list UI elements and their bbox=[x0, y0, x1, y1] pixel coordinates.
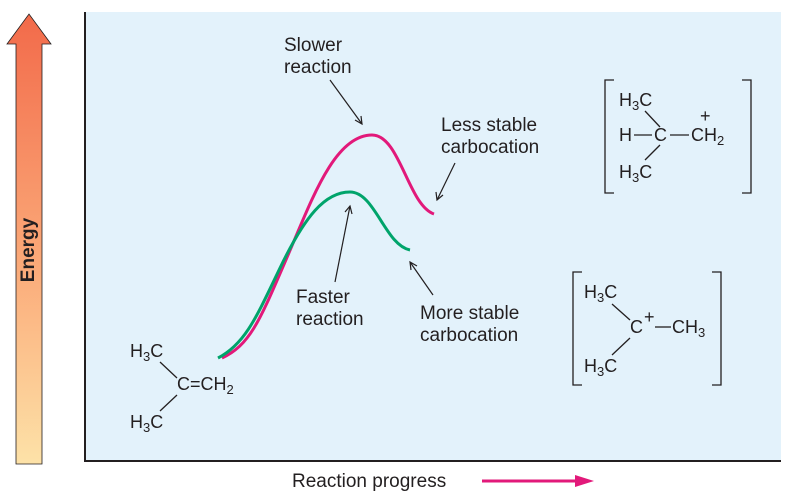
x-axis-label: Reaction progress bbox=[292, 471, 446, 492]
alkene-right-group: CH2 bbox=[201, 374, 234, 397]
svg-text:H3C: H3C bbox=[584, 282, 617, 305]
tertiary-top-group: H3C bbox=[584, 282, 617, 305]
less-stable-label-line2: carbocation bbox=[441, 137, 539, 158]
tertiary-bottom-group: H3C bbox=[584, 356, 617, 379]
svg-text:H3C: H3C bbox=[130, 412, 163, 435]
primary-bottom-group: H3C bbox=[619, 162, 652, 185]
svg-text:C=CH2: C=CH2 bbox=[177, 374, 234, 397]
faster-reaction-curve bbox=[217, 190, 411, 360]
y-axis-label: Energy bbox=[18, 217, 39, 282]
slower-reaction-curve bbox=[221, 133, 435, 360]
primary-charge: + bbox=[700, 106, 711, 126]
svg-text:CH2: CH2 bbox=[691, 125, 724, 148]
svg-text:C: C bbox=[654, 125, 667, 145]
energy-axis-arrow: Energy bbox=[6, 13, 52, 465]
tertiary-carbocation-structure: H3C C + CH3 H3C bbox=[572, 271, 722, 386]
tertiary-charge: + bbox=[644, 307, 655, 327]
svg-text:H3C: H3C bbox=[619, 162, 652, 185]
alkene-center-atom: C bbox=[177, 374, 190, 394]
plot-area bbox=[85, 12, 781, 460]
svg-text:CH3: CH3 bbox=[672, 317, 705, 340]
alkene-double-bond: = bbox=[190, 374, 201, 394]
primary-center-atom: C bbox=[654, 125, 667, 145]
primary-top-group: H3C bbox=[619, 90, 652, 113]
more-stable-pointer bbox=[409, 260, 434, 296]
svg-text:H: H bbox=[619, 125, 632, 145]
svg-text:C: C bbox=[630, 317, 643, 337]
alkene-structure: H3C C=CH2 H3C bbox=[130, 341, 234, 435]
alkene-bottom-group: H3C bbox=[130, 412, 163, 435]
faster-reaction-label-line1: Faster bbox=[296, 287, 351, 308]
primary-right-group: CH2 bbox=[691, 125, 724, 148]
progress-arrow bbox=[482, 475, 594, 487]
faster-reaction-label-line2: reaction bbox=[296, 309, 364, 330]
tertiary-right-group: CH3 bbox=[672, 317, 705, 340]
primary-carbocation-structure: H3C H C CH2 + H3C bbox=[604, 79, 752, 194]
svg-text:H3C: H3C bbox=[130, 341, 163, 364]
more-stable-label-line2: carbocation bbox=[420, 325, 518, 346]
more-stable-label-line1: More stable bbox=[420, 303, 519, 324]
tertiary-center-atom: C bbox=[630, 317, 643, 337]
less-stable-pointer bbox=[435, 162, 456, 202]
primary-left-atom: H bbox=[619, 125, 632, 145]
alkene-top-group: H3C bbox=[130, 341, 163, 364]
svg-text:H3C: H3C bbox=[584, 356, 617, 379]
slower-reaction-label-line2: reaction bbox=[284, 57, 352, 78]
less-stable-label-line1: Less stable bbox=[441, 115, 537, 136]
slower-reaction-pointer bbox=[329, 79, 363, 126]
svg-text:H3C: H3C bbox=[619, 90, 652, 113]
slower-reaction-label-line1: Slower bbox=[284, 35, 343, 56]
faster-reaction-pointer bbox=[334, 204, 353, 283]
